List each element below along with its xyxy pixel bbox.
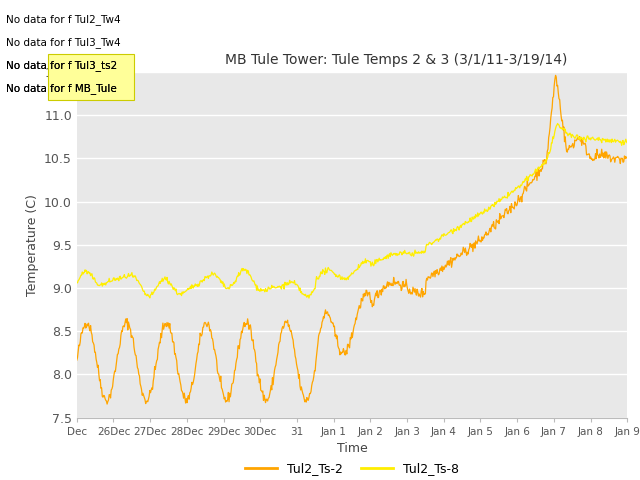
Legend: Tul2_Ts-2, Tul2_Ts-8: Tul2_Ts-2, Tul2_Ts-8 (241, 457, 463, 480)
Text: No data for f MB_Tule: No data for f MB_Tule (6, 84, 117, 95)
X-axis label: Time: Time (337, 442, 367, 455)
Title: MB Tule Tower: Tule Temps 2 & 3 (3/1/11-3/19/14): MB Tule Tower: Tule Temps 2 & 3 (3/1/11-… (225, 53, 567, 67)
Text: No data for f Tul3_Tw4: No data for f Tul3_Tw4 (6, 37, 121, 48)
Text: No data for f Tul3_ts2: No data for f Tul3_ts2 (6, 60, 118, 72)
Text: No data for f Tul3_ts2: No data for f Tul3_ts2 (6, 60, 118, 72)
Text: No data for f MB_Tule: No data for f MB_Tule (6, 84, 117, 95)
Y-axis label: Temperature (C): Temperature (C) (26, 194, 38, 296)
Text: No data for f Tul2_Tw4: No data for f Tul2_Tw4 (6, 14, 121, 25)
